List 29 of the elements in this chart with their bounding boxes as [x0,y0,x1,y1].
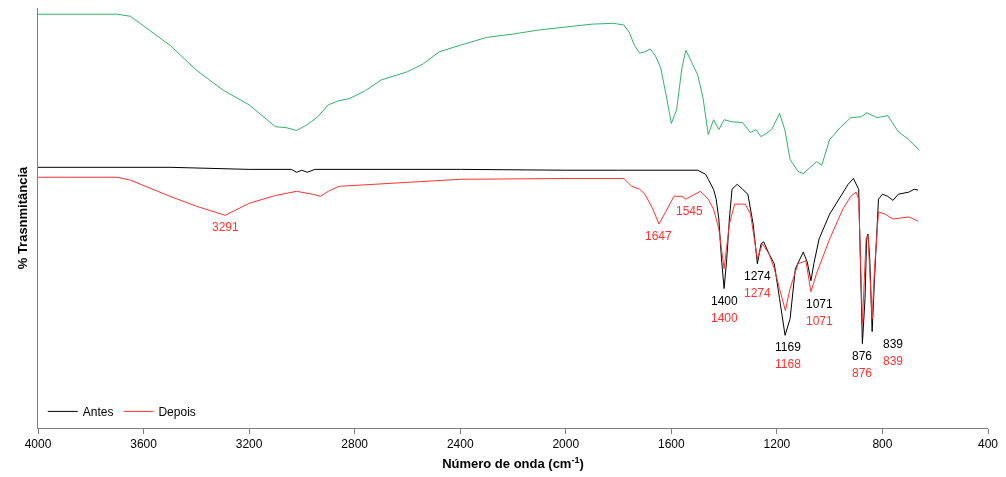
annotation: 1071 [806,297,834,311]
x-tick-label: 3600 [130,437,158,452]
annotation: 839 [883,354,904,368]
annotation: 1545 [676,204,704,218]
x-tick-label: 2400 [446,437,474,452]
annotation: 1071 [806,314,834,328]
legend-label: Depois [158,405,196,420]
annotation: 1168 [775,357,802,371]
x-tick-label: 800 [872,437,893,452]
annotation: 876 [852,349,873,363]
legend-label: Antes [82,405,114,420]
annotation: 876 [852,366,873,380]
annotation: 839 [883,337,904,351]
annotation: 1647 [645,229,673,243]
x-tick-label: 400 [977,437,999,452]
annotation: 1169 [775,340,802,354]
x-tick-label: 1600 [657,437,685,452]
x-tick-label: 3200 [235,437,263,452]
x-tick-label: 1200 [763,437,791,452]
annotation: 1274 [744,269,772,283]
annotation: 1274 [744,286,772,300]
x-tick-label: 2800 [341,437,369,452]
x-tick-label: 4000 [24,437,52,452]
y-axis-title: % Trasnmitância [14,165,30,270]
annotation: 3291 [212,220,240,234]
x-tick-label: 2000 [552,437,580,452]
x-axis-title: Número de onda (cm$^{-1}$) [442,454,584,471]
annotation: 1400 [711,294,739,308]
annotation: 1400 [711,311,739,325]
